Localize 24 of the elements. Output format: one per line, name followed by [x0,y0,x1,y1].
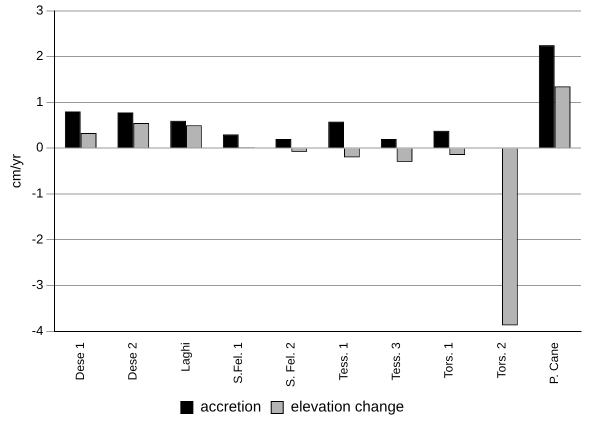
y-tick-label: -4 [32,322,44,338]
x-tick-label: Tors. 2 [494,342,508,378]
legend-label: elevation change [290,398,404,416]
x-tick-label: Tess. 1 [336,342,350,380]
legend-label: accretion [200,398,262,416]
bar [276,139,292,148]
x-tick-label: S. Fel. 2 [284,342,298,388]
y-axis-title: cm/yr [7,154,24,188]
bar [328,122,344,148]
x-tick-label: Tors. 1 [442,342,456,378]
x-tick-label: P. Cane [546,342,561,384]
x-tick-label: Tess. 3 [388,342,403,380]
bar [380,139,397,148]
x-tick-label: Dese 2 [126,342,140,380]
y-tick-label: -3 [32,277,44,292]
y-tick-label: 1 [36,94,44,109]
y-tick-label: -1 [32,186,44,201]
y-tick-label: 2 [36,48,44,64]
y-tick-label: 0 [36,140,44,155]
y-tick-label: -2 [32,231,44,246]
y-tick-label: 3 [36,2,44,18]
x-tick-label: S.Fel. 1 [230,342,245,384]
x-tick-label: Dese 1 [73,342,88,380]
x-tick-label: Laghi [178,342,192,372]
